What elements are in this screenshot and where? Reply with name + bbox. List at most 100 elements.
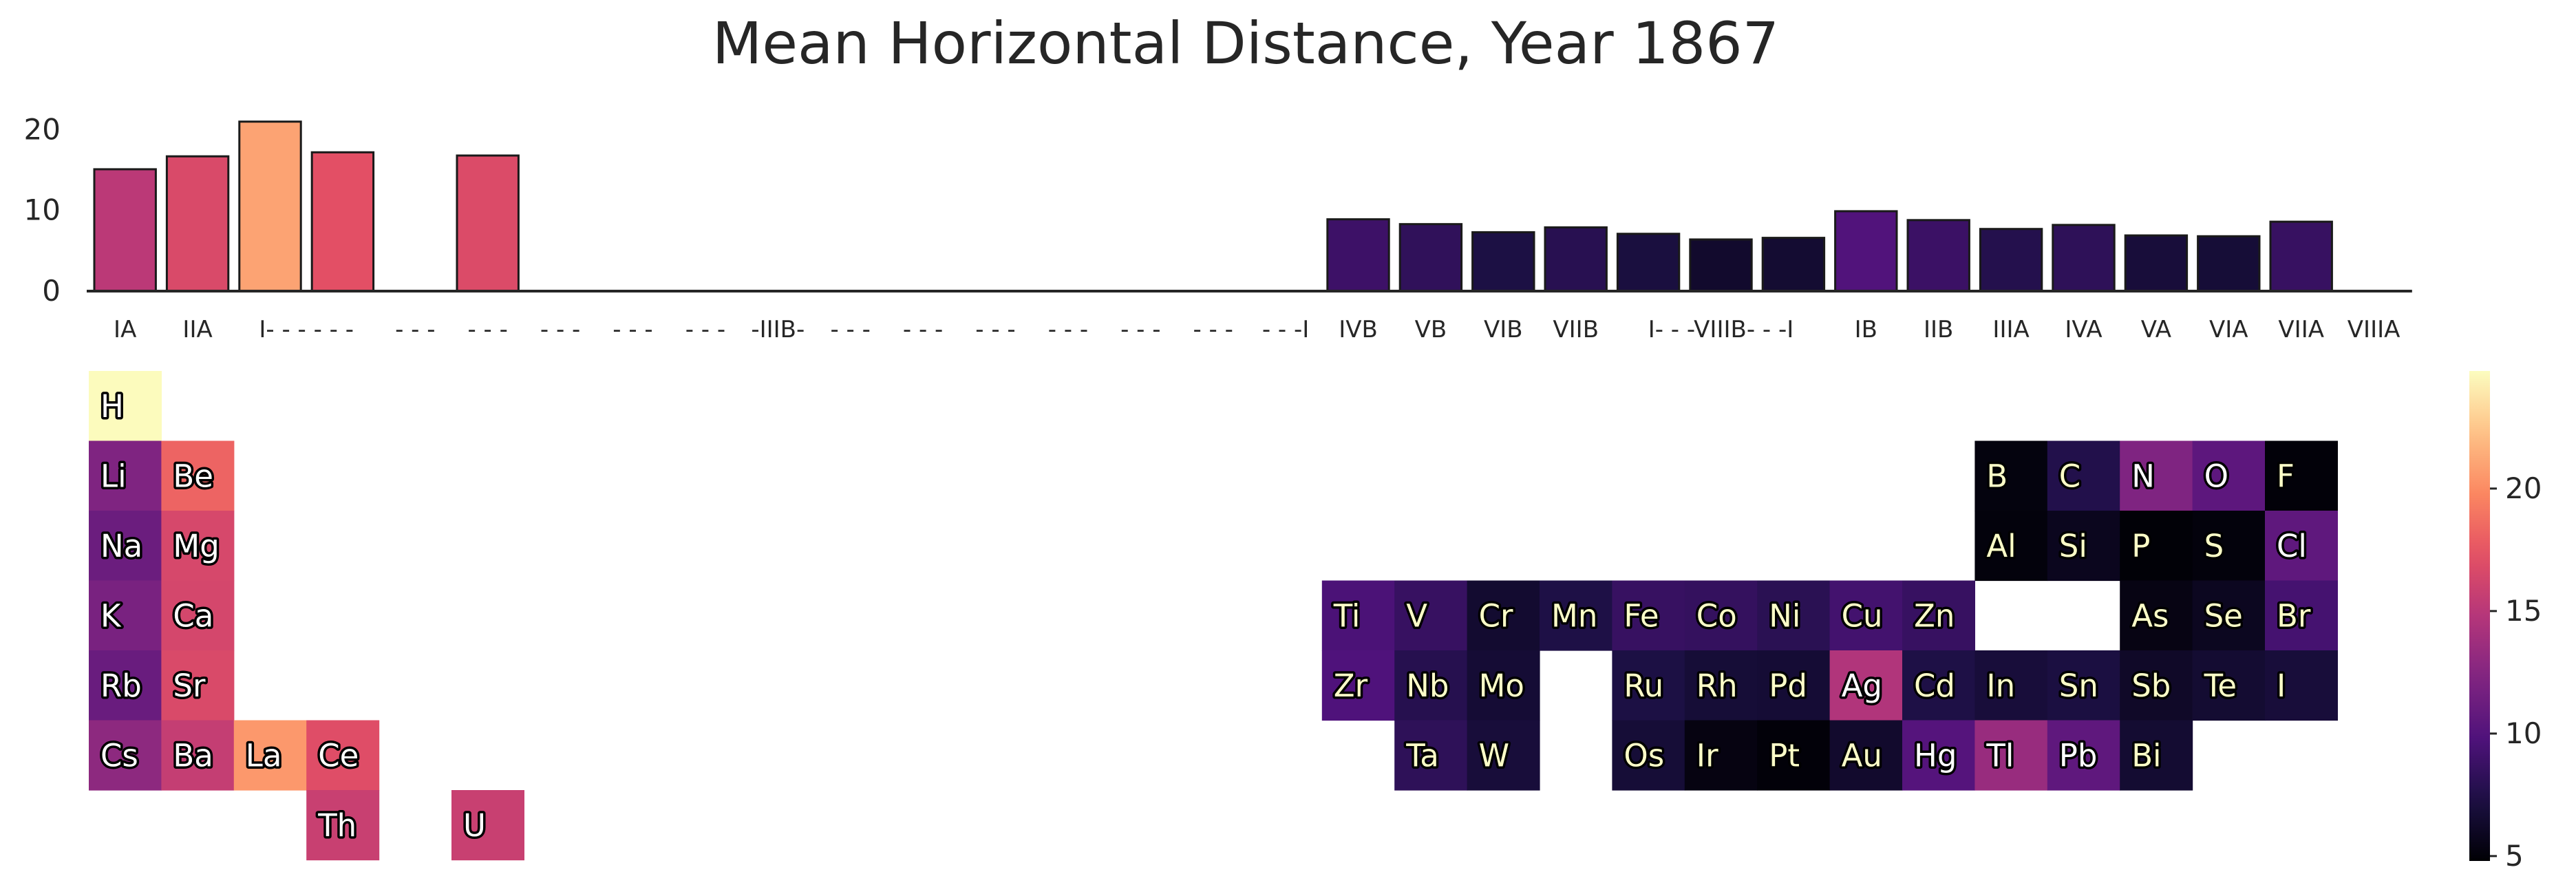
element-symbol: Br — [2277, 597, 2311, 634]
element-symbol: Rh — [1696, 668, 1738, 704]
x-tick-label: - - - — [1193, 316, 1233, 343]
element-symbol: Ta — [1405, 737, 1439, 774]
bar — [1761, 237, 1826, 292]
bar — [2124, 234, 2189, 292]
colorbar-tick-label: 10 — [2505, 716, 2542, 750]
element-cell — [2120, 580, 2193, 651]
element-symbol: Pb — [2059, 737, 2098, 774]
bar — [1834, 210, 1898, 292]
x-tick-label: - - - — [685, 316, 725, 343]
bar — [1979, 228, 2043, 292]
element-cell — [2192, 440, 2266, 511]
element-cell — [89, 440, 162, 511]
colorbar-tick-label: 15 — [2505, 594, 2542, 628]
element-symbol: Cu — [1842, 597, 1883, 634]
element-cell — [1974, 720, 2048, 791]
x-tick-label: I- - - - - - — [259, 316, 354, 343]
element-cell — [1974, 650, 2048, 721]
element-cell — [1321, 580, 1395, 651]
element-symbol: K — [100, 597, 122, 634]
element-symbol: Ce — [318, 737, 359, 774]
element-symbol: H — [100, 388, 124, 425]
element-symbol: Ba — [173, 737, 213, 774]
x-tick-label: I- - -VIIIB- - -I — [1648, 316, 1794, 343]
element-cell — [2265, 580, 2338, 651]
element-cell — [1467, 720, 1540, 791]
element-cell — [1394, 720, 1468, 791]
element-symbol: Ir — [1696, 737, 1718, 774]
element-cell — [2192, 580, 2266, 651]
element-cell — [1829, 720, 1903, 791]
x-tick-label: - - - — [1048, 316, 1088, 343]
element-symbol: Th — [317, 807, 356, 844]
bar — [1906, 219, 1970, 292]
y-tick-label: 10 — [24, 193, 61, 227]
element-symbol: W — [1479, 737, 1510, 774]
element-symbol: Rb — [100, 668, 142, 704]
element-symbol: Os — [1624, 737, 1664, 774]
element-symbol: Co — [1696, 597, 1737, 634]
x-tick-label: IIB — [1924, 316, 1953, 343]
x-tick-label: VIIA — [2278, 316, 2324, 343]
element-cell — [1829, 650, 1903, 721]
element-cell — [1612, 580, 1685, 651]
element-symbol: Ru — [1624, 668, 1663, 704]
element-cell — [1757, 650, 1831, 721]
element-symbol: C — [2059, 458, 2080, 494]
colorbar-tick-label: 5 — [2505, 839, 2524, 873]
x-tick-label: IIIA — [1992, 316, 2029, 343]
element-symbol: In — [1986, 668, 2015, 704]
element-cell — [1612, 650, 1685, 721]
x-tick-label: - - -I — [1262, 316, 1309, 343]
element-cell — [2192, 511, 2266, 582]
element-cell — [2047, 511, 2120, 582]
element-symbol: O — [2204, 458, 2228, 494]
element-symbol: Na — [100, 528, 142, 564]
element-cell — [1684, 720, 1758, 791]
element-cell — [1902, 650, 1975, 721]
element-cell — [1321, 650, 1395, 721]
element-symbol: Ni — [1769, 597, 1800, 634]
element-cell — [451, 790, 524, 861]
element-cell — [2120, 511, 2193, 582]
element-symbol: Zn — [1914, 597, 1955, 634]
element-cell — [1612, 720, 1685, 791]
bar — [456, 154, 520, 292]
bar — [93, 168, 157, 292]
element-symbol: Cr — [1479, 597, 1513, 634]
element-symbol: Si — [2059, 528, 2087, 564]
element-symbol: Bi — [2131, 737, 2161, 774]
y-tick-label: 20 — [24, 112, 61, 146]
x-tick-label: -IIIB- — [751, 316, 805, 343]
element-cell — [1394, 580, 1468, 651]
element-cell — [161, 511, 235, 582]
element-symbol: Sr — [173, 668, 206, 704]
element-symbol: Hg — [1914, 737, 1957, 774]
element-symbol: Ca — [173, 597, 213, 634]
element-cell — [2265, 650, 2338, 721]
element-symbol: P — [2131, 528, 2150, 564]
x-tick-label: - - - — [467, 316, 507, 343]
element-cell — [1467, 580, 1540, 651]
bar — [2197, 235, 2261, 292]
element-symbol: Ag — [1842, 668, 1882, 704]
element-cell — [161, 720, 235, 791]
element-symbol: Mg — [173, 528, 219, 564]
x-tick-label: IVB — [1339, 316, 1378, 343]
element-cell — [89, 650, 162, 721]
element-cell — [1467, 650, 1540, 721]
element-symbol: S — [2204, 528, 2224, 564]
element-symbol: Al — [1986, 528, 2016, 564]
element-symbol: V — [1406, 597, 1427, 634]
element-symbol: Zr — [1334, 668, 1368, 704]
x-tick-label: IA — [114, 316, 136, 343]
element-cell — [2265, 440, 2338, 511]
element-cell — [2047, 440, 2120, 511]
element-symbol: Tl — [1986, 737, 2014, 774]
element-symbol: Mn — [1551, 597, 1597, 634]
element-cell — [1684, 650, 1758, 721]
element-cell — [161, 580, 235, 651]
element-symbol: I — [2277, 668, 2286, 704]
element-cell — [2265, 511, 2338, 582]
x-tick-label: VIA — [2209, 316, 2248, 343]
